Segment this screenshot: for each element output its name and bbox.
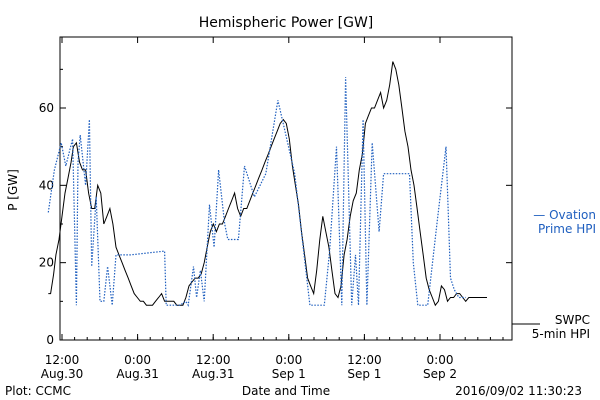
x-axis: 12:00Aug.300:00Aug.3112:00Aug.310:00Sep … bbox=[41, 37, 504, 381]
series-layer bbox=[47, 61, 487, 307]
footer-plot-credit: Plot: CCMC bbox=[5, 384, 71, 398]
x-axis-label: Date and Time bbox=[242, 384, 330, 398]
legend-label-swpc: SWPC bbox=[555, 313, 590, 327]
plot-frame bbox=[59, 36, 513, 341]
y-axis: 0 20 40 60 bbox=[39, 68, 512, 347]
legend-label-ovation: Prime HPI bbox=[538, 222, 596, 236]
legend-label-swpc: 5-min HPI bbox=[532, 327, 590, 341]
x-tick-date-label: Aug.31 bbox=[116, 367, 159, 381]
x-tick-date-label: Sep 1 bbox=[347, 367, 381, 381]
x-tick-time-label: 12:00 bbox=[45, 353, 80, 367]
series-line-ovation bbox=[47, 77, 466, 307]
x-tick-date-label: Aug.30 bbox=[41, 367, 84, 381]
chart-title: Hemispheric Power [GW] bbox=[199, 15, 374, 31]
y-tick-label: 20 bbox=[39, 256, 54, 270]
x-tick-time-label: 0:00 bbox=[124, 353, 151, 367]
y-tick-label: 0 bbox=[46, 333, 54, 347]
x-tick-date-label: Sep 1 bbox=[272, 367, 306, 381]
x-tick-date-label: Sep 2 bbox=[423, 367, 457, 381]
x-tick-time-label: 0:00 bbox=[275, 353, 302, 367]
y-tick-label: 40 bbox=[39, 178, 54, 192]
x-tick-date-label: Aug.31 bbox=[192, 367, 235, 381]
x-tick-time-label: 0:00 bbox=[427, 353, 454, 367]
x-tick-time-label: 12:00 bbox=[347, 353, 382, 367]
footer-timestamp: 2016/09/02 11:30:23 bbox=[455, 384, 582, 398]
x-tick-time-label: 12:00 bbox=[196, 353, 231, 367]
y-tick-label: 60 bbox=[39, 101, 54, 115]
y-axis-label: P [GW] bbox=[6, 169, 20, 211]
series-line-swpc bbox=[48, 61, 487, 307]
legend-label-ovation: — Ovation bbox=[533, 208, 596, 222]
